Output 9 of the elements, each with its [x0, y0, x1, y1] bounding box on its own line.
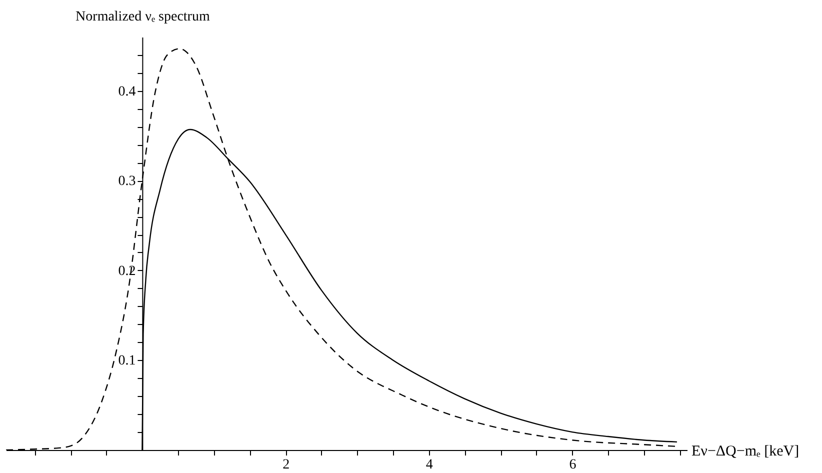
y-tick-label: 0.1 [118, 354, 136, 369]
y-tick-label: 0.2 [118, 264, 136, 279]
y-tick-label: 0.3 [118, 174, 136, 190]
x-tick-label: 6 [569, 458, 576, 472]
y-axis-title: Normalized νₑ spectrum [76, 10, 210, 24]
y-tick-label: 0.4 [118, 84, 136, 100]
x-tick-label: 2 [282, 458, 290, 472]
x-axis-title: Eν−ΔQ−mₑ [keV] [692, 444, 800, 460]
x-tick-label: 4 [426, 458, 433, 472]
